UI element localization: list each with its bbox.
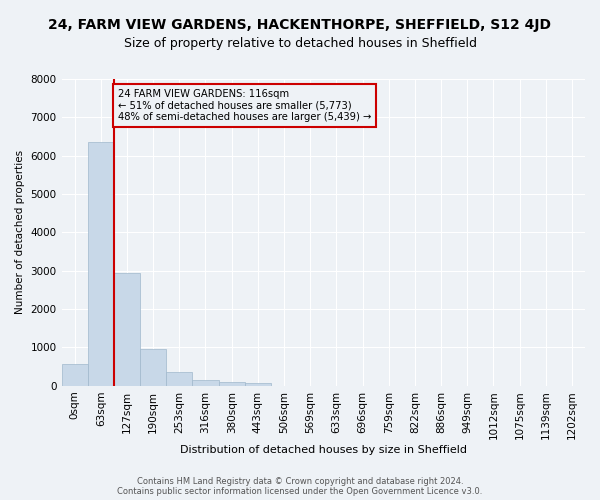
X-axis label: Distribution of detached houses by size in Sheffield: Distribution of detached houses by size … <box>180 445 467 455</box>
Bar <box>114 272 140 386</box>
Bar <box>218 382 245 386</box>
Bar <box>166 372 193 386</box>
Text: Contains HM Land Registry data © Crown copyright and database right 2024.: Contains HM Land Registry data © Crown c… <box>137 477 463 486</box>
Y-axis label: Number of detached properties: Number of detached properties <box>15 150 25 314</box>
Text: Size of property relative to detached houses in Sheffield: Size of property relative to detached ho… <box>124 38 476 51</box>
Bar <box>245 384 271 386</box>
Bar <box>193 380 218 386</box>
Text: 24 FARM VIEW GARDENS: 116sqm
← 51% of detached houses are smaller (5,773)
48% of: 24 FARM VIEW GARDENS: 116sqm ← 51% of de… <box>118 88 371 122</box>
Bar <box>140 349 166 386</box>
Text: 24, FARM VIEW GARDENS, HACKENTHORPE, SHEFFIELD, S12 4JD: 24, FARM VIEW GARDENS, HACKENTHORPE, SHE… <box>49 18 551 32</box>
Bar <box>88 142 114 386</box>
Bar <box>62 364 88 386</box>
Text: Contains public sector information licensed under the Open Government Licence v3: Contains public sector information licen… <box>118 487 482 496</box>
